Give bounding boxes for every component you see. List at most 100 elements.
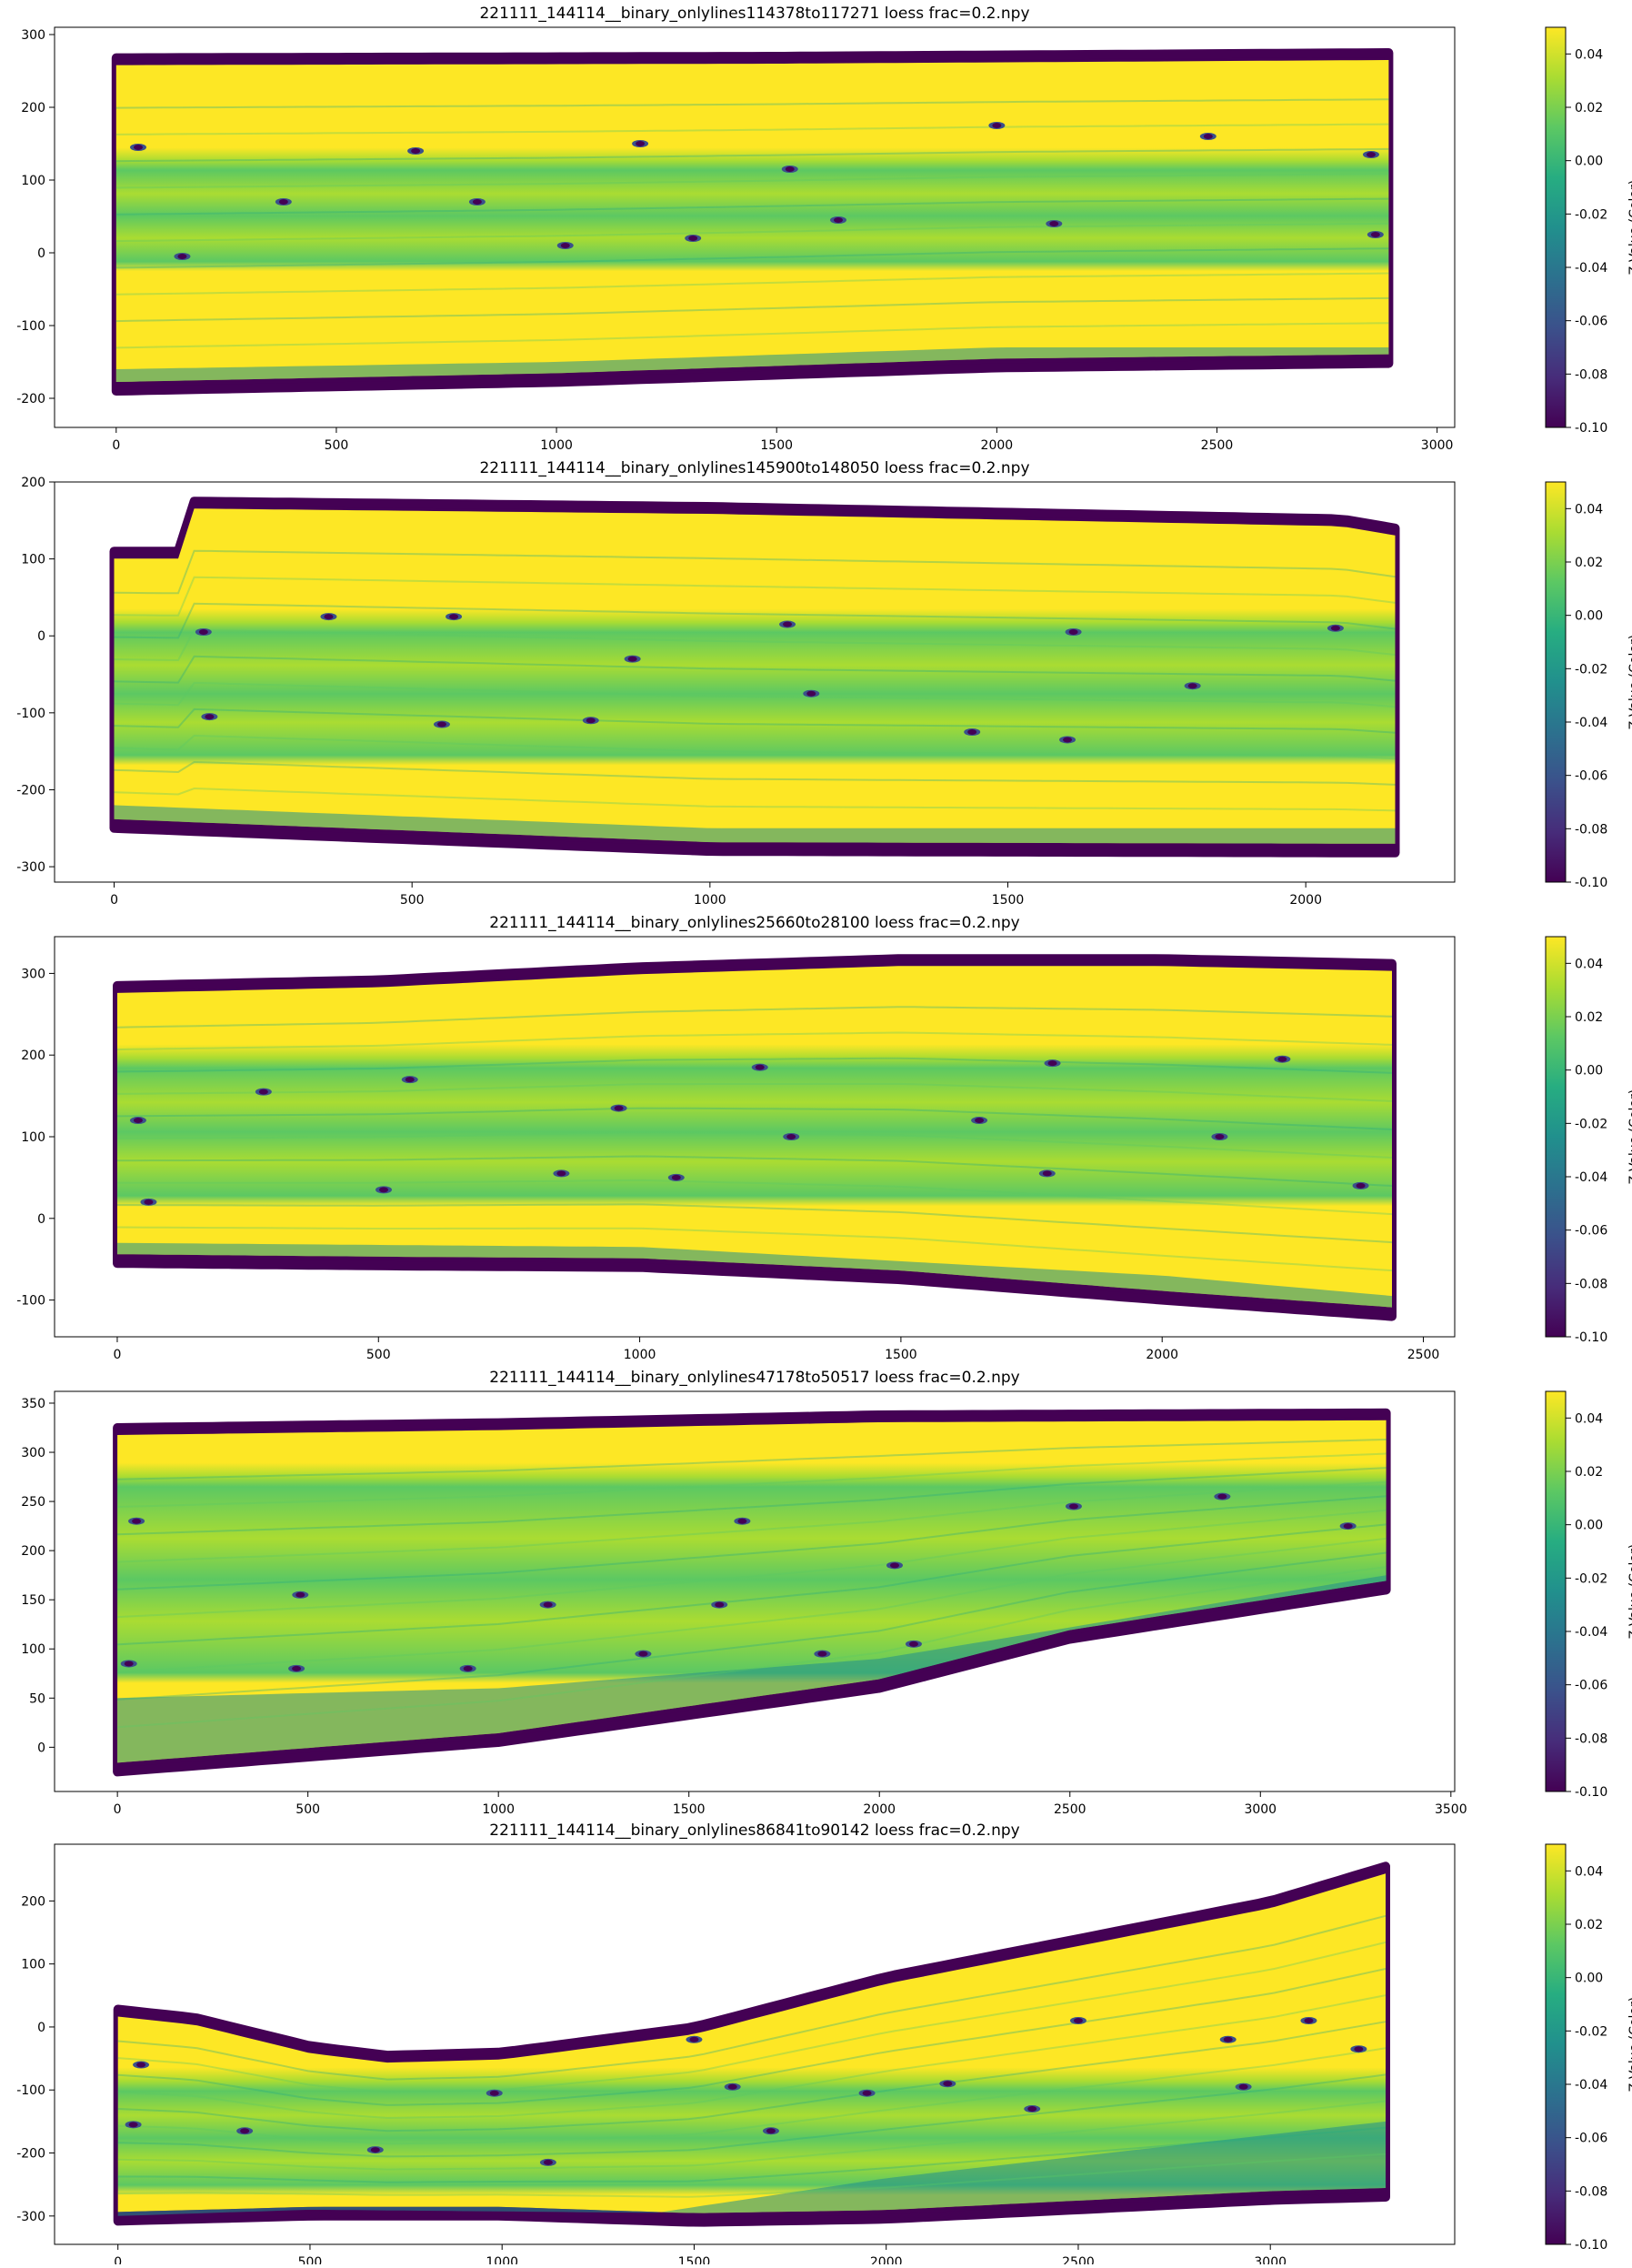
- stripe: [117, 1941, 1387, 2093]
- colorbar-tick-label: 0.00: [1575, 609, 1603, 624]
- x-tick-label: 2000: [870, 2255, 903, 2264]
- stripe: [117, 1495, 1387, 1591]
- marker-point: [370, 2147, 380, 2153]
- marker-point: [755, 1064, 765, 1070]
- colorbar-label: Z Value (Color): [1627, 1544, 1632, 1639]
- stripe: [116, 1107, 1393, 1130]
- axes-frame: [54, 1843, 1456, 2245]
- x-tick-label: 1000: [694, 893, 726, 908]
- stripe: [115, 296, 1389, 323]
- y-tick-label: 350: [21, 1397, 45, 1411]
- x-tick-label: 1000: [482, 1802, 515, 1817]
- colorbar-tick-label: 0.04: [1575, 957, 1603, 971]
- marker-point: [783, 621, 793, 627]
- marker-point: [411, 148, 421, 154]
- y-tick-label: 100: [21, 1130, 45, 1145]
- y-tick-label: -300: [16, 2210, 45, 2224]
- y-tick-label: 100: [21, 174, 45, 188]
- stripe: [114, 628, 1396, 662]
- stripe: [116, 1226, 1393, 1272]
- y-tick-label: -200: [16, 392, 45, 406]
- colorbar-tick-label: -0.10: [1575, 1330, 1607, 1345]
- x-tick-label: 2000: [1146, 1348, 1178, 1362]
- marker-point: [1330, 625, 1340, 631]
- marker-point: [472, 199, 482, 205]
- stripe: [115, 322, 1389, 349]
- x-tick-label: 2000: [981, 438, 1014, 453]
- panel-1: 221111_144114__binary_onlylines114378to1…: [16, 5, 1632, 453]
- marker-point: [133, 1118, 143, 1124]
- marker-point: [258, 1089, 268, 1095]
- y-tick-label: 250: [21, 1495, 45, 1510]
- marker-point: [1049, 221, 1059, 226]
- colorbar-tick-label: 0.00: [1575, 1064, 1603, 1079]
- colorbar-tick-label: 0.00: [1575, 1972, 1603, 1986]
- marker-point: [636, 141, 646, 146]
- y-tick-label: 200: [21, 476, 45, 490]
- y-tick-label: 300: [21, 1446, 45, 1460]
- stripe: [115, 197, 1389, 216]
- marker-point: [975, 1118, 985, 1124]
- stripe: [115, 222, 1389, 243]
- stripe: [116, 1006, 1393, 1029]
- colorbar-tick-label: 0.04: [1575, 47, 1603, 62]
- marker-point: [834, 217, 844, 223]
- stripe: [116, 1031, 1393, 1051]
- stripe: [117, 1551, 1387, 1701]
- y-tick-label: 200: [21, 1049, 45, 1063]
- colorbar-tick-label: 0.02: [1575, 101, 1603, 115]
- colorbar-label: Z Value (Color): [1627, 1997, 1632, 2092]
- y-tick-label: 100: [21, 1642, 45, 1657]
- stripe: [117, 2021, 1387, 2133]
- marker-point: [134, 145, 144, 150]
- panel-3: 221111_144114__binary_onlylines25660to28…: [16, 914, 1632, 1362]
- chart-title: 221111_144114__binary_onlylines25660to28…: [489, 914, 1019, 932]
- marker-point: [1354, 2046, 1364, 2052]
- colorbar-tick-label: -0.10: [1575, 876, 1607, 890]
- y-tick-label: -200: [16, 783, 45, 798]
- x-tick-label: 1500: [760, 438, 793, 453]
- x-tick-label: 1000: [624, 1348, 656, 1362]
- point-cloud: [117, 966, 1392, 1308]
- colorbar-tick-label: -0.08: [1575, 367, 1607, 382]
- marker-point: [908, 1641, 918, 1647]
- y-tick-label: 200: [21, 101, 45, 115]
- marker-point: [198, 629, 208, 635]
- x-tick-label: 2500: [1201, 438, 1234, 453]
- y-tick-label: 50: [29, 1691, 45, 1706]
- x-tick-label: 2500: [1054, 1802, 1086, 1817]
- marker-point: [1356, 1182, 1366, 1189]
- x-tick-label: 1500: [673, 1802, 706, 1817]
- colorbar-tick-label: -0.06: [1575, 1679, 1607, 1693]
- stripe: [117, 2073, 1387, 2158]
- stripe: [117, 1452, 1387, 1508]
- marker-point: [379, 1187, 389, 1193]
- x-tick-label: 3000: [1421, 438, 1454, 453]
- stripe: [117, 1994, 1387, 2120]
- stripe: [117, 1467, 1387, 1536]
- stripe: [115, 147, 1389, 163]
- marker-point: [627, 656, 637, 662]
- marker-point: [124, 1661, 134, 1667]
- x-tick-label: 2000: [1289, 893, 1322, 908]
- stripe: [115, 272, 1389, 296]
- marker-point: [862, 2090, 872, 2096]
- x-tick-label: 1500: [678, 2255, 711, 2264]
- marker-point: [1073, 2018, 1083, 2024]
- marker-point: [1068, 629, 1078, 635]
- colorbar-tick-label: -0.10: [1575, 1785, 1607, 1800]
- stripe: [115, 173, 1389, 189]
- marker-point: [890, 1562, 899, 1569]
- x-tick-label: 500: [366, 1348, 391, 1362]
- x-tick-label: 500: [400, 893, 425, 908]
- marker-point: [786, 1134, 796, 1139]
- stripe: [117, 1968, 1387, 2106]
- marker-point: [144, 1199, 154, 1205]
- x-tick-label: 0: [113, 1348, 121, 1362]
- colorbar-tick-label: -0.04: [1575, 1170, 1607, 1185]
- colorbar-tick-label: 0.04: [1575, 502, 1603, 517]
- stripe: [117, 1439, 1387, 1480]
- y-tick-label: -200: [16, 2147, 45, 2162]
- marker-point: [295, 1591, 305, 1598]
- colorbar-tick-label: -0.10: [1575, 2238, 1607, 2253]
